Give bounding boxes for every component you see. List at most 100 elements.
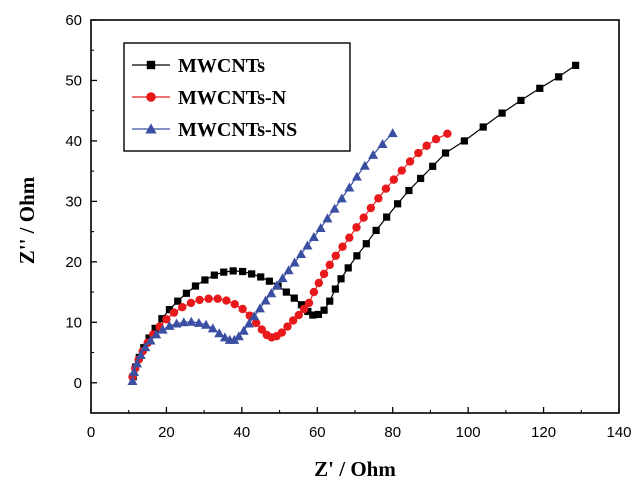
- data-point: [320, 306, 328, 314]
- y-tick-label: 20: [65, 254, 82, 271]
- data-point: [151, 324, 159, 332]
- data-point: [326, 297, 334, 305]
- data-point: [479, 123, 487, 131]
- data-point: [266, 288, 277, 298]
- data-point: [352, 223, 361, 232]
- data-point: [282, 288, 290, 296]
- data-point: [359, 213, 368, 222]
- x-tick-label: 40: [234, 424, 251, 441]
- data-point: [536, 84, 544, 92]
- data-point: [158, 315, 166, 323]
- data-point: [308, 232, 319, 242]
- plot-area: 0 20 40 60 80 100 120 140 0 10 20 30 40 50 60: [65, 12, 631, 441]
- legend: MWCNTs MWCNTs-N MWCNTs-NS: [123, 42, 351, 152]
- y-axis-title: Z'' / Ohm: [15, 176, 39, 264]
- data-point: [169, 308, 179, 317]
- data-point: [368, 149, 379, 159]
- data-point: [314, 310, 323, 319]
- legend-entry: MWCNTs: [132, 55, 265, 77]
- data-point: [383, 213, 391, 221]
- data-point: [229, 267, 237, 275]
- x-tick-label: 140: [606, 424, 631, 441]
- data-point: [296, 248, 307, 258]
- legend-entry: MWCNTs-NS: [132, 119, 297, 141]
- data-point: [265, 277, 273, 285]
- data-point: [359, 160, 370, 170]
- data-point: [331, 285, 339, 293]
- data-point: [329, 203, 340, 213]
- data-point: [302, 240, 313, 250]
- data-point: [140, 342, 151, 352]
- data-point: [337, 275, 345, 283]
- data-point: [397, 166, 406, 175]
- data-point: [195, 295, 204, 305]
- data-point: [213, 294, 222, 303]
- data-point: [145, 335, 156, 345]
- data-point: [309, 287, 319, 297]
- x-axis-title: Z' / Ohm: [314, 457, 396, 481]
- data-point: [162, 315, 171, 324]
- x-tick-label: 20: [158, 424, 175, 441]
- data-point: [422, 141, 431, 150]
- data-point: [517, 96, 525, 105]
- data-point: [277, 273, 288, 283]
- data-point: [344, 182, 355, 192]
- data-point: [164, 320, 175, 330]
- y-tick-label: 30: [65, 193, 82, 210]
- data-point: [345, 233, 354, 242]
- data-point: [222, 296, 231, 305]
- data-point: [353, 252, 361, 260]
- data-point: [186, 298, 196, 308]
- data-point: [132, 358, 143, 368]
- data-point: [220, 268, 228, 276]
- data-point: [299, 304, 309, 314]
- data-point: [257, 273, 265, 281]
- data-point: [387, 128, 398, 138]
- data-point: [238, 304, 247, 314]
- data-point: [289, 257, 300, 267]
- data-point: [251, 318, 261, 328]
- data-point: [297, 301, 306, 309]
- data-point: [249, 311, 260, 321]
- data-point: [174, 297, 182, 305]
- y-tick-label: 50: [65, 72, 82, 89]
- data-point: [336, 193, 347, 203]
- legend-marker: [146, 60, 156, 70]
- y-tick-label: 10: [65, 314, 82, 331]
- data-point: [182, 289, 191, 297]
- data-point: [207, 323, 218, 333]
- data-point: [314, 278, 323, 288]
- data-point: [331, 251, 340, 260]
- data-point: [165, 306, 174, 314]
- data-point: [233, 331, 244, 341]
- data-point: [389, 175, 399, 184]
- data-point: [405, 186, 413, 195]
- data-point: [498, 109, 506, 117]
- data-point: [429, 162, 437, 170]
- data-point: [414, 148, 423, 158]
- data-point: [248, 270, 256, 278]
- data-point: [377, 138, 388, 148]
- data-point: [290, 294, 298, 302]
- data-point: [351, 171, 362, 181]
- data-point: [460, 137, 468, 145]
- x-tick-label: 100: [456, 424, 481, 441]
- data-point: [338, 242, 347, 251]
- x-tick-label: 120: [531, 424, 556, 441]
- data-point: [304, 298, 314, 308]
- data-point: [572, 61, 580, 69]
- data-point: [271, 280, 282, 290]
- data-point: [254, 303, 265, 313]
- data-point: [325, 260, 334, 270]
- legend-marker: [146, 92, 156, 102]
- legend-label: MWCNTs-N: [178, 87, 287, 109]
- data-point: [157, 324, 168, 334]
- data-point: [315, 222, 326, 232]
- data-point: [362, 240, 370, 248]
- data-point: [381, 184, 391, 193]
- data-point: [288, 316, 298, 325]
- data-point: [372, 226, 380, 235]
- legend-label: MWCNTs-NS: [178, 119, 297, 141]
- data-point: [283, 322, 292, 331]
